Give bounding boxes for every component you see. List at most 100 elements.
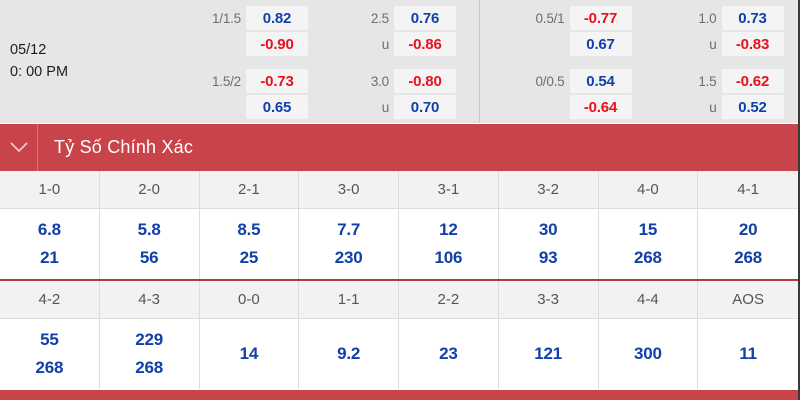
odds-line[interactable]: 1.0 0.73 — [632, 6, 784, 30]
odds-line[interactable]: 0.67 — [480, 32, 632, 56]
odds-value[interactable]: -0.73 — [246, 69, 308, 93]
score-header: 3-0 — [299, 171, 399, 209]
odds-key: 0/0.5 — [535, 73, 565, 89]
score-cell[interactable]: 9.2 — [299, 319, 399, 389]
score-odd: 8.5 — [237, 220, 261, 239]
score-table: 1-0 2-0 2-1 3-0 3-1 3-2 4-0 4-1 6.8 21 5… — [0, 171, 798, 389]
odds-value[interactable]: 0.76 — [394, 6, 456, 30]
odds-key: 1.5/2 — [211, 73, 241, 89]
odds-line[interactable]: 0/0.5 0.54 — [480, 69, 632, 93]
odds-line[interactable]: u -0.83 — [632, 32, 784, 56]
odds-line[interactable]: 0.65 — [160, 95, 308, 119]
odds-value[interactable]: -0.83 — [721, 32, 784, 56]
score-cell[interactable]: 11 — [698, 319, 798, 389]
odds-value[interactable]: 0.65 — [246, 95, 308, 119]
score-odd: 268 — [35, 358, 64, 377]
score-header: 2-0 — [99, 171, 200, 209]
odds-zone-left: 1/1.5 0.82 -0.90 1.5/2 -0.73 0 — [160, 0, 479, 123]
score-odd: 93 — [538, 248, 558, 267]
score-odd: 229 — [135, 330, 163, 349]
table-value-line: 55 268 229 268 14 9.2 23 121 — [0, 319, 798, 389]
score-odd: 23 — [439, 344, 458, 363]
odds-value[interactable]: -0.62 — [721, 69, 784, 93]
score-odd: 6.8 — [37, 220, 61, 239]
score-cell[interactable]: 6.8 21 — [0, 209, 100, 279]
table-row: 4-2 4-3 0-0 1-1 2-2 3-3 4-4 AOS 55 268 2… — [0, 279, 798, 389]
section-header[interactable]: Tỷ Số Chính Xác — [0, 124, 798, 171]
score-odd: 55 — [40, 330, 59, 349]
odds-value[interactable]: 0.70 — [394, 95, 456, 119]
score-odd: 25 — [239, 248, 259, 267]
score-cell[interactable]: 30 93 — [498, 209, 599, 279]
odds-value[interactable]: 0.82 — [246, 6, 308, 30]
score-cell[interactable]: 229 268 — [99, 319, 200, 389]
score-odd: 14 — [239, 344, 259, 363]
odds-key: 1/1.5 — [211, 10, 241, 26]
odds-value[interactable]: -0.90 — [246, 32, 308, 56]
score-cell[interactable]: 300 — [598, 319, 699, 389]
collapse-toggle[interactable] — [0, 124, 38, 171]
score-cell[interactable]: 121 — [498, 319, 599, 389]
score-odd: 5.8 — [137, 220, 161, 239]
score-cell[interactable]: 8.5 25 — [199, 209, 300, 279]
score-header: 0-0 — [199, 281, 300, 319]
score-header: 2-2 — [399, 281, 499, 319]
odds-pair: 1/1.5 0.82 -0.90 — [160, 6, 308, 56]
odds-value[interactable]: -0.80 — [394, 69, 456, 93]
odds-key: 2.5 — [370, 10, 389, 26]
score-odd: 11 — [739, 344, 757, 363]
score-cell[interactable]: 7.7 230 — [299, 209, 399, 279]
odds-line[interactable]: 1.5/2 -0.73 — [160, 69, 308, 93]
odds-pair: 3.0 -0.80 u 0.70 — [308, 69, 456, 119]
score-cell[interactable]: 12 106 — [399, 209, 499, 279]
odds-value[interactable]: 0.73 — [721, 6, 784, 30]
odds-key: 1.0 — [698, 10, 717, 26]
odds-value[interactable]: -0.64 — [569, 95, 632, 119]
chevron-down-icon — [10, 142, 27, 152]
score-odd: 21 — [40, 248, 59, 267]
odds-line[interactable]: 0.5/1 -0.77 — [480, 6, 632, 30]
odds-line[interactable]: 2.5 0.76 — [308, 6, 456, 30]
odds-value[interactable]: -0.86 — [394, 32, 456, 56]
odds-value[interactable]: 0.54 — [569, 69, 632, 93]
score-cell[interactable]: 5.8 56 — [99, 209, 200, 279]
odds-line[interactable]: -0.90 — [160, 32, 308, 56]
odds-line[interactable]: u 0.52 — [632, 95, 784, 119]
score-cell[interactable]: 23 — [399, 319, 499, 389]
score-header: 3-3 — [498, 281, 599, 319]
odds-key: 3.0 — [370, 73, 389, 89]
score-cell[interactable]: 55 268 — [0, 319, 100, 389]
score-odd: 121 — [534, 344, 562, 363]
odds-group-handicap-2: 0.5/1 -0.77 0.67 0/0.5 0.54 -0 — [480, 4, 632, 119]
table-row: 1-0 2-0 2-1 3-0 3-1 3-2 4-0 4-1 6.8 21 5… — [0, 171, 798, 279]
odds-key: 1.5 — [698, 73, 717, 89]
odds-value[interactable]: 0.67 — [569, 32, 632, 56]
score-odd: 230 — [334, 248, 363, 267]
odds-line[interactable]: u -0.86 — [308, 32, 456, 56]
odds-value[interactable]: 0.52 — [721, 95, 784, 119]
score-cell[interactable]: 20 268 — [698, 209, 798, 279]
odds-pair: 1.5/2 -0.73 0.65 — [160, 69, 308, 119]
odds-key: u — [709, 36, 717, 52]
odds-key: u — [381, 36, 390, 52]
odds-value[interactable]: -0.77 — [569, 6, 632, 30]
odds-line[interactable]: 1.5 -0.62 — [632, 69, 784, 93]
odds-group-over-under-1: 2.5 0.76 u -0.86 3.0 -0.80 u 0.7 — [308, 4, 456, 119]
score-odd: 7.7 — [337, 220, 361, 239]
score-odd: 12 — [439, 220, 458, 239]
score-header: 2-1 — [199, 171, 300, 209]
odds-line[interactable]: 1/1.5 0.82 — [160, 6, 308, 30]
odds-line[interactable]: -0.64 — [480, 95, 632, 119]
score-cell[interactable]: 14 — [199, 319, 300, 389]
odds-group-over-under-2: 1.0 0.73 u -0.83 1.5 -0.62 u 0.5 — [632, 4, 784, 119]
score-header: 4-0 — [598, 171, 699, 209]
odds-pair: 1.5 -0.62 u 0.52 — [632, 69, 784, 119]
odds-line[interactable]: 3.0 -0.80 — [308, 69, 456, 93]
odds-pair: 0.5/1 -0.77 0.67 — [480, 6, 632, 56]
match-date: 05/12 — [10, 42, 47, 59]
odds-pair: 2.5 0.76 u -0.86 — [308, 6, 456, 56]
score-cell[interactable]: 15 268 — [598, 209, 699, 279]
score-header: 1-0 — [0, 171, 100, 209]
odds-line[interactable]: u 0.70 — [308, 95, 456, 119]
